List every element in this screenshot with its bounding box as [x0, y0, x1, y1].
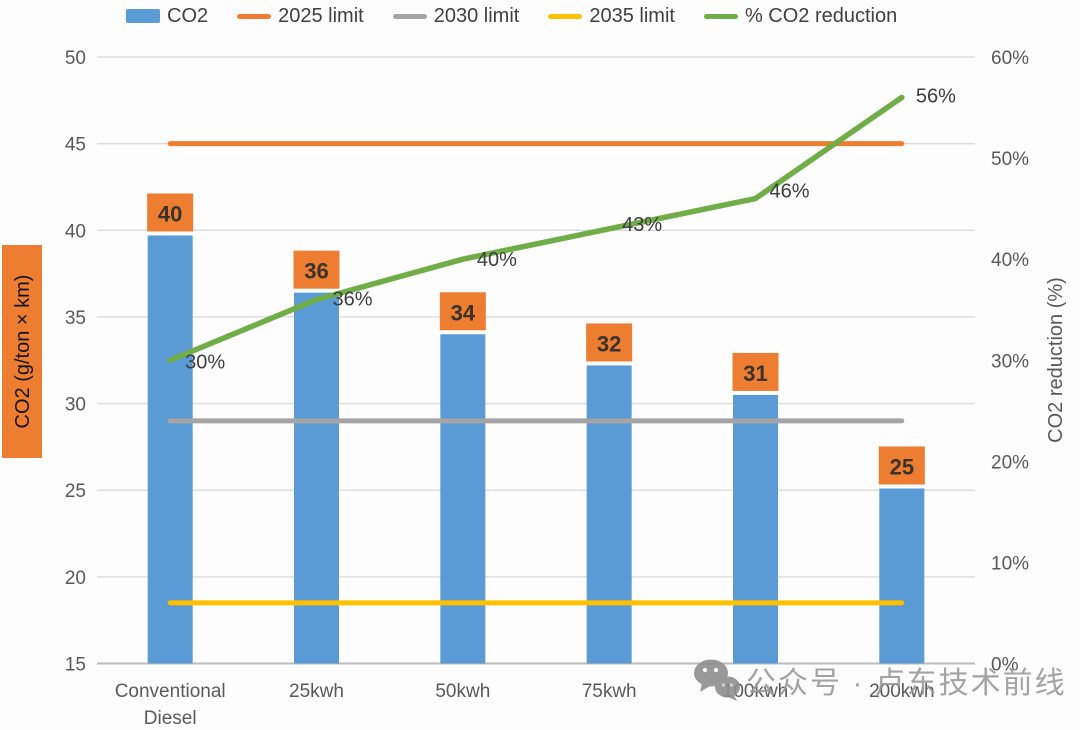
legend-marker: [548, 13, 583, 19]
bar-label: 40: [158, 201, 182, 226]
bar-1: [147, 235, 193, 664]
bar-label-box: [293, 250, 340, 289]
bar-label: 32: [597, 331, 621, 356]
left-axis-tick-label: 35: [65, 308, 86, 329]
x-axis-label-4: 75kwh: [582, 681, 637, 702]
left-axis-title-bg: [2, 245, 42, 458]
reduction-point-label: 56%: [916, 85, 956, 107]
bar-3: [440, 334, 486, 664]
left-axis-tick-label: 40: [65, 221, 86, 242]
legend-label: 2030 limit: [433, 4, 520, 27]
x-axis-label-6: 200kwh: [869, 681, 935, 702]
right-axis-tick-label: 10%: [991, 553, 1029, 574]
bar-5: [733, 394, 778, 664]
legend-marker: [392, 13, 427, 19]
right-axis-tick-label: 40%: [991, 250, 1029, 271]
reduction-point-label: 40%: [477, 249, 517, 271]
bar-4: [586, 365, 632, 664]
left-axis-tick-label: 25: [65, 481, 86, 502]
right-axis-tick-label: 50%: [991, 149, 1029, 170]
left-axis-tick-label: 20: [65, 568, 86, 589]
x-axis-label-1: Diesel: [144, 708, 197, 729]
bar-label-box: [147, 193, 194, 232]
legend-item--co2-reduction: % CO2 reduction: [703, 4, 898, 28]
right-axis-title: CO2 reduction (%): [1045, 277, 1067, 443]
legend-marker: [237, 13, 272, 19]
bar-2: [294, 292, 339, 664]
legend-marker: [703, 13, 738, 19]
left-axis-tick-label: 45: [65, 135, 86, 156]
right-axis-tick-label: 60%: [991, 48, 1029, 69]
bar-6: [879, 488, 925, 664]
legend-item-2035-limit: 2035 limit: [548, 5, 675, 28]
reduction-point-label: 43%: [622, 214, 662, 236]
legend-label: 2035 limit: [589, 4, 675, 27]
x-axis-label-2: 25kwh: [289, 681, 344, 702]
legend-label: 2025 limit: [278, 4, 364, 27]
bar-label: 31: [743, 361, 767, 386]
legend-item-2030-limit: 2030 limit: [392, 4, 520, 28]
legend-item-co2: CO2: [126, 5, 208, 28]
left-axis-tick-label: 50: [65, 48, 86, 69]
co2-reduction-line: [167, 94, 905, 363]
left-axis-tick-label: 15: [65, 655, 86, 676]
right-axis-tick-label: 30%: [991, 351, 1029, 372]
legend-item-2025-limit: 2025 limit: [237, 5, 364, 28]
x-axis-label-1: Conventional: [115, 681, 226, 702]
bar-label: 34: [451, 300, 476, 325]
legend-marker: [126, 9, 160, 23]
legend-label: % CO2 reduction: [744, 4, 898, 27]
legend-label: CO2: [167, 4, 209, 27]
bar-label-box: [732, 352, 779, 391]
reduction-point-label: 30%: [185, 351, 225, 373]
reduction-point-label: 46%: [770, 181, 810, 203]
right-axis-tick-label: 20%: [991, 452, 1029, 473]
bar-label-box: [439, 292, 486, 331]
legend: CO2 2025 limit 2030 limit 2035 limit % CO2 r…: [126, 2, 897, 30]
reduction-point-label: 36%: [333, 289, 373, 311]
left-axis-title: CO2 (g/ton × km): [12, 275, 34, 429]
bar-label: 36: [304, 259, 328, 284]
x-axis-label-3: 50kwh: [435, 681, 490, 702]
right-axis-tick-label: 0%: [991, 655, 1019, 676]
x-axis-label-5: 100kwh: [723, 681, 789, 702]
bar-label-box: [586, 323, 633, 362]
bar-label: 25: [890, 454, 914, 479]
bar-label-box: [878, 446, 925, 485]
left-axis-tick-label: 30: [65, 395, 86, 416]
